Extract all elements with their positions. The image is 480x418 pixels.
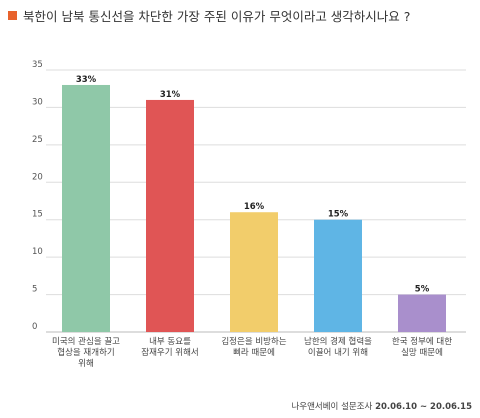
data-label: 15% xyxy=(328,210,349,220)
data-label: 31% xyxy=(160,90,181,100)
bar xyxy=(62,84,110,332)
y-tick-label: 35 xyxy=(32,60,43,70)
x-tick-label-line: 실망 때문에 xyxy=(401,347,443,358)
bar xyxy=(398,294,446,332)
x-tick-label-line: 김정은을 비방하는 xyxy=(221,336,286,347)
x-tick-label: 미국의 관심을 끌고 협상을 재개하기 위해 xyxy=(52,336,120,369)
x-tick-label-line: 삐라 때문에 xyxy=(233,347,275,358)
x-tick-label: 내부 동요를 잠재우기 위해서 xyxy=(141,337,198,358)
x-tick-label-line: 내부 동요를 xyxy=(149,337,191,347)
x-tick-label-line: 이끌어 내기 위해 xyxy=(308,347,368,358)
data-label: 16% xyxy=(244,202,265,212)
bar xyxy=(230,212,278,332)
x-tick-label-line: 남한의 경제 협력을 xyxy=(304,336,372,347)
data-label: 5% xyxy=(415,285,430,295)
y-tick-label: 0 xyxy=(32,322,37,332)
bar xyxy=(314,219,362,332)
x-tick-label-line: 잠재우기 위해서 xyxy=(141,347,198,358)
source-name: 나우앤서베이 설문조사 xyxy=(291,402,373,412)
y-tick-label: 20 xyxy=(32,172,43,182)
x-tick-label: 남한의 경제 협력을 이끌어 내기 위해 xyxy=(304,336,372,358)
bar xyxy=(146,99,194,332)
chart-title-row: 북한이 남북 통신선을 차단한 가장 주된 이유가 무엇이라고 생각하시나요 ? xyxy=(8,6,474,24)
x-tick-label: 한국 정부에 대한 실망 때문에 xyxy=(392,336,452,358)
y-tick-label: 10 xyxy=(32,247,43,257)
x-tick-label-line: 한국 정부에 대한 xyxy=(392,336,452,347)
y-tick-label: 5 xyxy=(32,285,37,295)
y-tick-label: 30 xyxy=(32,97,43,107)
x-tick-label-line: 위해 xyxy=(78,359,94,369)
source-dates: 20.06.10 ~ 20.06.15 xyxy=(375,402,472,412)
source-note: 나우앤서베이 설문조사 20.06.10 ~ 20.06.15 xyxy=(291,400,472,412)
data-label: 33% xyxy=(76,75,97,85)
y-tick-label: 15 xyxy=(32,210,43,220)
x-tick-label-line: 미국의 관심을 끌고 xyxy=(52,336,120,347)
x-tick-label: 김정은을 비방하는 삐라 때문에 xyxy=(221,336,286,358)
chart-title: 북한이 남북 통신선을 차단한 가장 주된 이유가 무엇이라고 생각하시나요 ? xyxy=(23,8,411,24)
x-tick-label-line: 협상을 재개하기 xyxy=(57,347,114,358)
title-marker xyxy=(8,10,17,20)
y-tick-label: 25 xyxy=(32,135,43,145)
